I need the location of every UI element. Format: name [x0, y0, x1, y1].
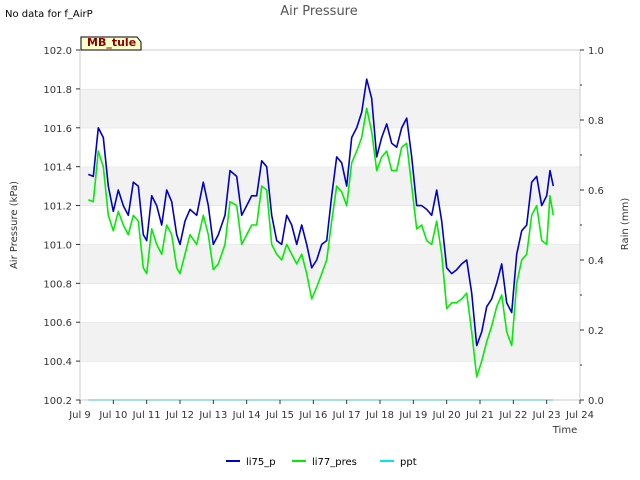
grid-band: [80, 127, 580, 167]
x-tick-label: Jul 20: [432, 410, 461, 421]
y2-axis-title: Rain (mm): [620, 198, 631, 251]
x-tick-label: Jul 15: [265, 410, 294, 421]
x-tick-label: Jul 23: [532, 410, 561, 421]
legend-label: li77_pres: [312, 457, 357, 468]
y-tick-label: 101.6: [43, 124, 72, 135]
grid-band: [80, 361, 580, 400]
x-tick-label: Jul 24: [565, 410, 594, 421]
x-tick-label: Jul 22: [498, 410, 527, 421]
site-label: MB_tule: [87, 36, 136, 49]
x-tick-label: Jul 21: [465, 410, 494, 421]
x-tick-label: Jul 18: [365, 410, 394, 421]
x-tick-label: Jul 16: [298, 410, 327, 421]
x-tick-label: Jul 11: [132, 410, 161, 421]
y-tick-label: 101.8: [43, 85, 72, 96]
y-axis-title: Air Pressure (kPa): [9, 181, 20, 269]
background-bands: [80, 49, 580, 400]
y2-tick-label: 0.0: [588, 396, 604, 407]
site-label-box: MB_tule: [80, 36, 142, 51]
y2-tick-label: 0.2: [588, 326, 604, 337]
x-tick-label: Jul 10: [98, 410, 127, 421]
x-tick-label: Jul 13: [198, 410, 227, 421]
x-tick-label: Jul 17: [332, 410, 361, 421]
y-tick-label: 100.2: [43, 396, 72, 407]
y-axis-right: 0.0 0.2 0.4 0.6 0.8 1.0: [580, 46, 604, 407]
x-tick-label: Jul 12: [165, 410, 194, 421]
y2-tick-label: 1.0: [588, 46, 604, 57]
grid-band: [80, 322, 580, 362]
y-tick-label: 101.0: [43, 240, 72, 251]
grid-band: [80, 88, 580, 128]
y-tick-label: 100.4: [43, 357, 72, 368]
grid-band: [80, 166, 580, 206]
y2-tick-label: 0.6: [588, 186, 604, 197]
x-tick-label: Jul 19: [398, 410, 427, 421]
grid-band: [80, 244, 580, 284]
grid-band: [80, 50, 580, 89]
x-axis-title: Time: [552, 425, 577, 436]
y2-tick-label: 0.4: [588, 256, 604, 267]
y2-tick-label: 0.8: [588, 116, 604, 127]
y-axis-left: 100.2 100.4 100.6 100.8 101.0 101.2 101.4 101.6…: [43, 46, 80, 407]
legend-label: ppt: [400, 457, 417, 468]
legend: li75_p li77_pres ppt: [226, 457, 417, 468]
y-tick-label: 101.2: [43, 202, 72, 213]
y-tick-label: 102.0: [43, 46, 72, 57]
chart-title: Air Pressure: [280, 4, 358, 19]
series-line-li77-pres: [88, 107, 555, 378]
x-tick-label: Jul 14: [232, 410, 261, 421]
y-tick-label: 100.6: [43, 318, 72, 329]
x-axis: Jul 9 Jul 10 Jul 11 Jul 12 Jul 13 Jul 14 Jul 1…: [68, 400, 594, 421]
no-data-note: No data for f_AirP: [5, 9, 93, 20]
y-tick-label: 100.8: [43, 279, 72, 290]
x-tick-label: Jul 9: [68, 410, 91, 421]
series-line-li75-p: [88, 78, 555, 347]
grid-band: [80, 283, 580, 323]
legend-label: li75_p: [246, 457, 276, 468]
y-tick-label: 101.4: [43, 163, 72, 174]
